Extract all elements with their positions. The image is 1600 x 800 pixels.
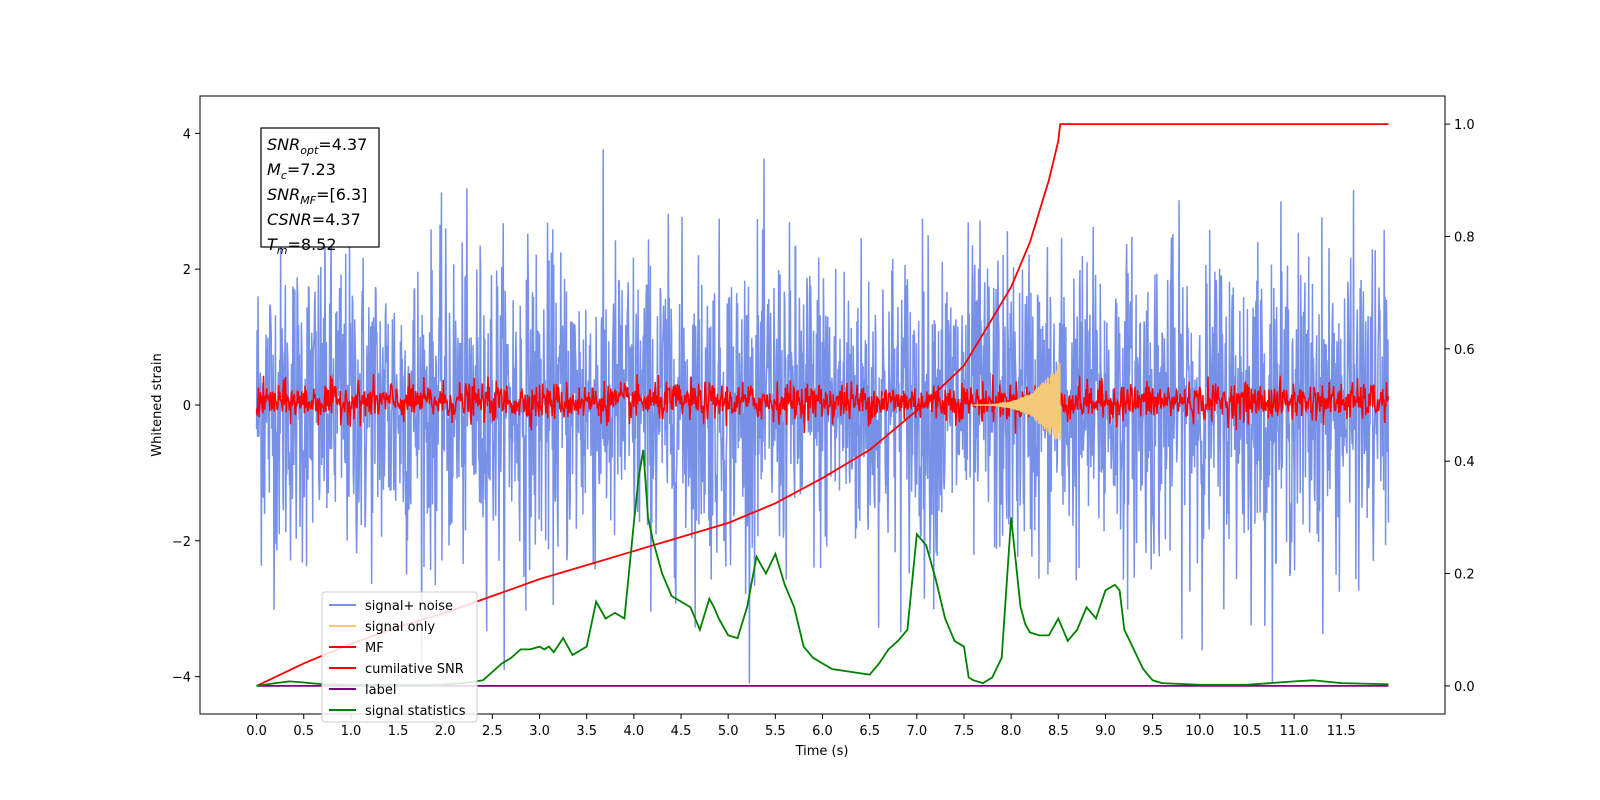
info-symbol: CSNR: [267, 210, 312, 229]
legend: signal+ noise signal only MF cumilative SNR…: [321, 591, 478, 723]
info-symbol: SNR: [267, 185, 300, 204]
x-tick-label: 4.0: [624, 724, 645, 739]
y2-tick-label: 1.0: [1454, 118, 1475, 133]
info-value: =8.52: [288, 235, 337, 254]
x-tick-label: 0.0: [246, 724, 267, 739]
x-axis-ticks: 0.0 0.5 1.0 1.5 2.0 2.5 3.0 3.5 4.0 4.5 5.0 5.5 6.0 6…: [246, 714, 1356, 739]
legend-frame: [321, 591, 478, 723]
x-tick-label: 3.5: [576, 724, 597, 739]
x-tick-label: 7.0: [906, 724, 927, 739]
x-tick-label: 6.5: [859, 724, 880, 739]
y2-axis-ticks: 0.0 0.2 0.4 0.6 0.8 1.0: [1445, 118, 1475, 695]
x-tick-label: 1.5: [388, 724, 409, 739]
info-line: CSNR=4.37: [267, 210, 361, 229]
info-value: =4.37: [312, 210, 361, 229]
y2-tick-label: 0.2: [1454, 568, 1475, 583]
x-tick-label: 10.5: [1232, 724, 1261, 739]
x-tick-label: 0.5: [293, 724, 314, 739]
info-box: SNRopt=4.37Mc=7.23SNRMF=[6.3]CSNR=4.37Tm…: [260, 127, 380, 257]
y-tick-label: −2: [172, 535, 191, 550]
x-tick-label: 1.0: [341, 724, 362, 739]
info-box-frame: [260, 127, 380, 248]
y2-tick-label: 0.0: [1454, 680, 1475, 695]
y-axis-ticks: −4 −2 0 2 4: [172, 127, 200, 686]
info-symbol: SNR: [267, 135, 300, 154]
x-tick-label: 5.5: [765, 724, 786, 739]
series-signal-only: [973, 362, 1061, 441]
info-line: Tm=8.52: [267, 235, 337, 257]
x-tick-label: 2.0: [435, 724, 456, 739]
x-tick-label: 4.5: [671, 724, 692, 739]
info-subscript: c: [281, 169, 287, 182]
info-symbol: T: [267, 235, 278, 254]
info-value: =4.37: [318, 135, 367, 154]
x-tick-label: 11.0: [1280, 724, 1309, 739]
x-tick-label: 9.0: [1095, 724, 1116, 739]
legend-label: cumilative SNR: [365, 662, 464, 677]
info-line: SNRMF=[6.3]: [267, 185, 367, 207]
y2-tick-label: 0.8: [1454, 230, 1475, 245]
info-line: SNRopt=4.37: [267, 135, 367, 157]
x-tick-label: 2.5: [482, 724, 503, 739]
x-tick-label: 3.0: [529, 724, 550, 739]
y2-tick-label: 0.6: [1454, 343, 1475, 358]
y-axis-label: Whitened strain: [150, 353, 165, 456]
x-tick-label: 5.0: [718, 724, 739, 739]
legend-label: label: [365, 683, 396, 698]
y2-tick-label: 0.4: [1454, 455, 1475, 470]
y-tick-label: −4: [172, 671, 191, 686]
y-tick-label: 2: [183, 263, 191, 278]
x-tick-label: 8.5: [1048, 724, 1069, 739]
y-tick-label: 4: [183, 127, 191, 142]
legend-label: signal only: [365, 620, 435, 635]
legend-label: signal statistics: [365, 704, 466, 719]
x-axis-label: Time (s): [795, 744, 849, 759]
legend-label: signal+ noise: [365, 599, 453, 614]
x-tick-label: 9.5: [1142, 724, 1163, 739]
info-subscript: m: [277, 244, 288, 257]
x-tick-label: 7.5: [954, 724, 975, 739]
x-tick-label: 11.5: [1327, 724, 1356, 739]
y-tick-label: 0: [183, 399, 191, 414]
info-symbol: M: [267, 160, 281, 179]
info-subscript: opt: [300, 144, 319, 157]
legend-label: MF: [365, 641, 384, 656]
series-mf: [255, 373, 1390, 434]
series-signal-plus-noise: [255, 149, 1390, 684]
x-tick-label: 8.0: [1001, 724, 1022, 739]
info-line: Mc=7.23: [267, 160, 336, 182]
x-tick-label: 6.0: [812, 724, 833, 739]
series-signal-statistics: [256, 449, 1389, 687]
x-tick-label: 10.0: [1185, 724, 1214, 739]
info-value: =[6.3]: [316, 185, 367, 204]
info-subscript: MF: [300, 194, 316, 207]
info-value: =7.23: [287, 160, 336, 179]
